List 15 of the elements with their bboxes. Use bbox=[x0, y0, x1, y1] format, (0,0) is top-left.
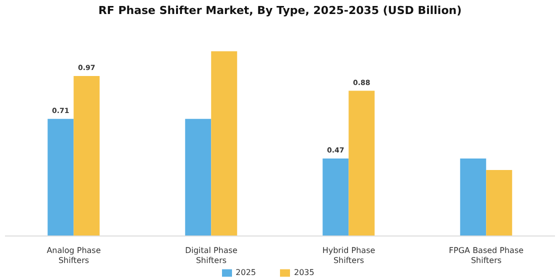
x-tick-label: Analog Phase Shifters bbox=[46, 246, 101, 265]
x-tick-label: Digital Phase Shifters bbox=[185, 246, 238, 265]
bar bbox=[211, 51, 238, 236]
legend-label: 2035 bbox=[294, 268, 314, 278]
x-tick-label: Hybrid Phase Shifters bbox=[322, 246, 376, 265]
bar bbox=[486, 170, 512, 236]
chart-title: RF Phase Shifter Market, By Type, 2025-2035 (USD Billion) bbox=[97, 4, 463, 17]
bar bbox=[348, 90, 375, 236]
legend-label: 2025 bbox=[236, 268, 256, 278]
bar bbox=[74, 76, 100, 236]
x-tick-label: FPGA Based Phase Shifters bbox=[448, 246, 524, 265]
bar bbox=[185, 118, 212, 236]
bar bbox=[48, 118, 74, 236]
bar bbox=[322, 158, 349, 236]
bar bbox=[460, 158, 486, 236]
